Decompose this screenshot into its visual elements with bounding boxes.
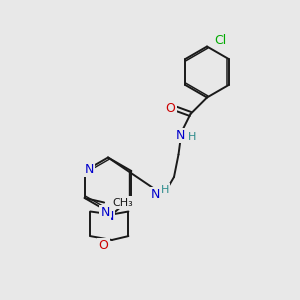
Text: N: N (175, 129, 185, 142)
Text: N: N (105, 210, 114, 224)
Text: Cl: Cl (214, 34, 227, 47)
Text: O: O (98, 239, 108, 252)
Text: N: N (150, 188, 160, 202)
Text: N: N (100, 206, 110, 220)
Text: O: O (166, 101, 175, 115)
Text: H: H (160, 184, 169, 195)
Text: H: H (188, 132, 196, 142)
Text: CH₃: CH₃ (112, 197, 133, 208)
Text: N: N (84, 163, 94, 176)
